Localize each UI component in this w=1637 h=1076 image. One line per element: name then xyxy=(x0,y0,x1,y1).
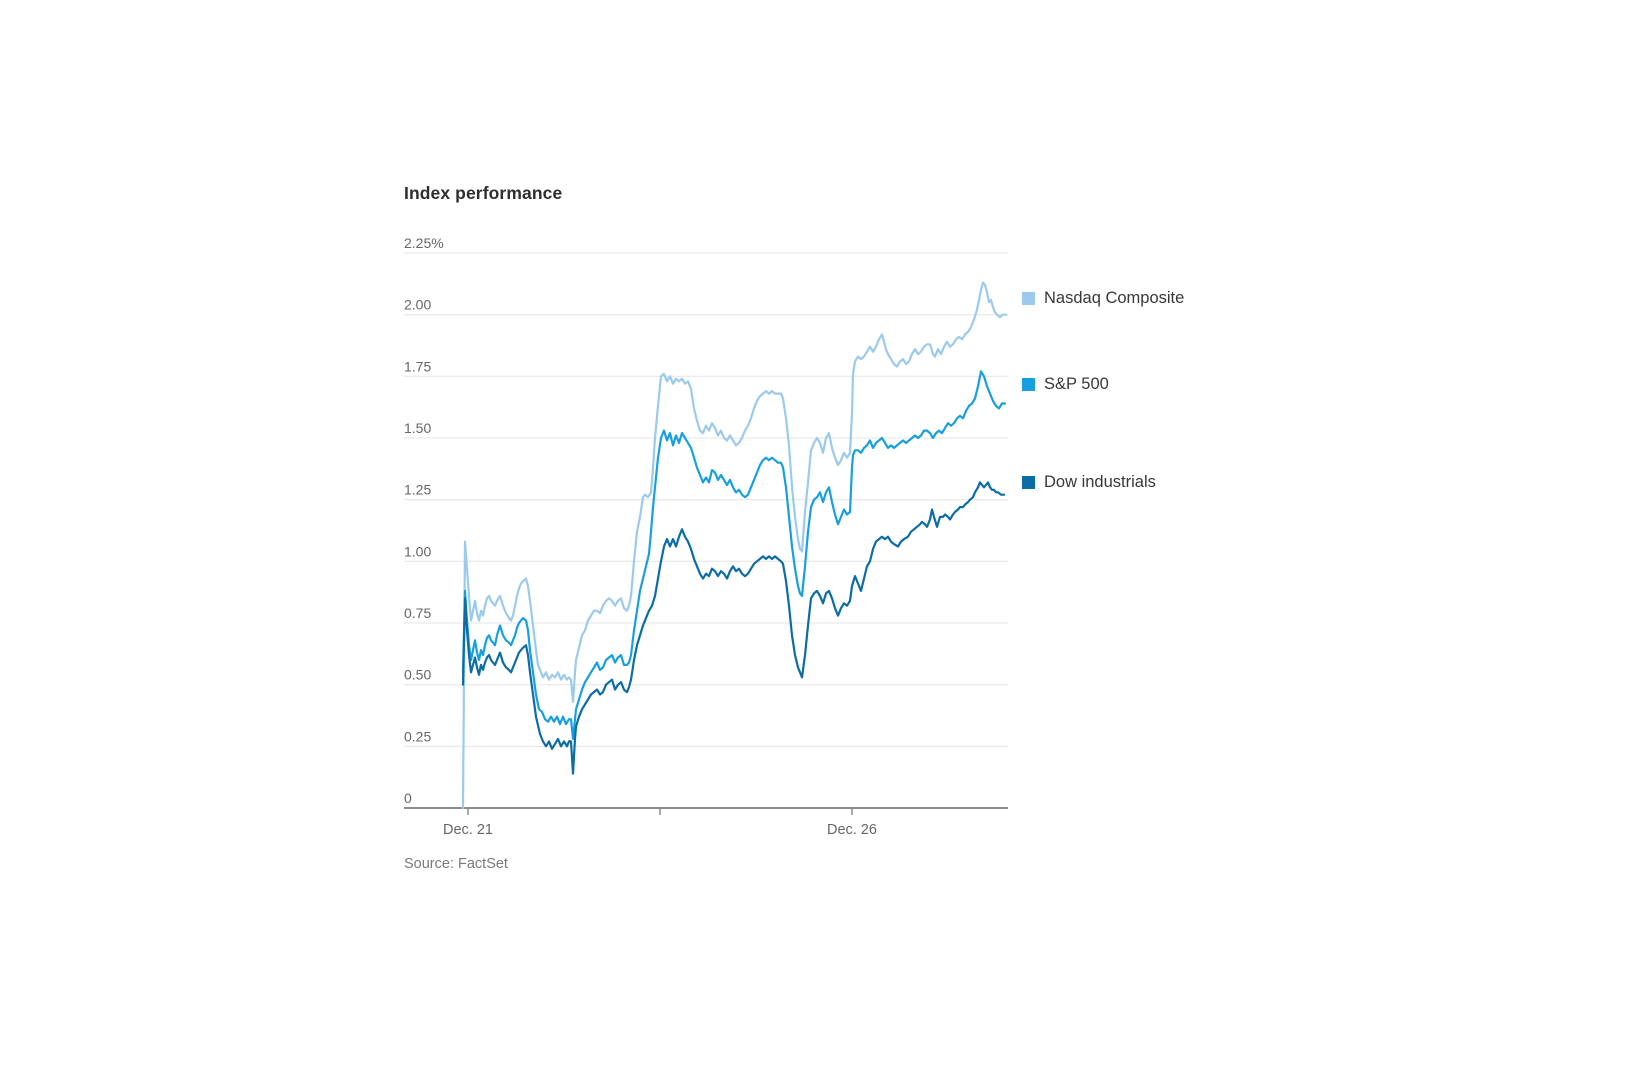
series-line-dow-industrials xyxy=(461,481,1006,775)
chart-title: Index performance xyxy=(404,183,563,203)
y-axis-label: 1.00 xyxy=(404,543,431,559)
x-axis-label: Dec. 26 xyxy=(827,822,877,838)
y-axis-label: 1.75 xyxy=(404,358,431,374)
legend-label-sp500: S&P 500 xyxy=(1044,374,1109,393)
y-axis-label: 0.75 xyxy=(404,605,431,621)
y-axis-label: 0.25 xyxy=(404,728,431,744)
x-axis-label: Dec. 21 xyxy=(443,822,493,838)
legend-item-sp500: S&P 500 xyxy=(1022,374,1109,394)
dow-legend-swatch-icon xyxy=(1022,475,1035,489)
legend-label-dow: Dow industrials xyxy=(1044,472,1156,491)
sp500-legend-swatch-icon xyxy=(1022,377,1035,391)
y-axis-label: 2.25% xyxy=(404,235,444,251)
nasdaq-legend-swatch-icon xyxy=(1022,291,1035,305)
series-line-s-p-500 xyxy=(461,370,1007,741)
source-attribution: Source: FactSet xyxy=(404,856,508,872)
y-axis-label: 2.00 xyxy=(404,297,431,313)
legend-item-dow: Dow industrials xyxy=(1022,472,1156,492)
y-axis-label: 1.25 xyxy=(404,482,431,498)
y-axis-label: 0.50 xyxy=(404,667,431,683)
legend-item-nasdaq: Nasdaq Composite xyxy=(1022,288,1184,308)
y-axis-label: 0 xyxy=(404,790,412,806)
series-line-nasdaq-composite xyxy=(461,281,1008,810)
legend-label-nasdaq: Nasdaq Composite xyxy=(1044,288,1185,307)
y-axis-label: 1.50 xyxy=(404,420,431,436)
